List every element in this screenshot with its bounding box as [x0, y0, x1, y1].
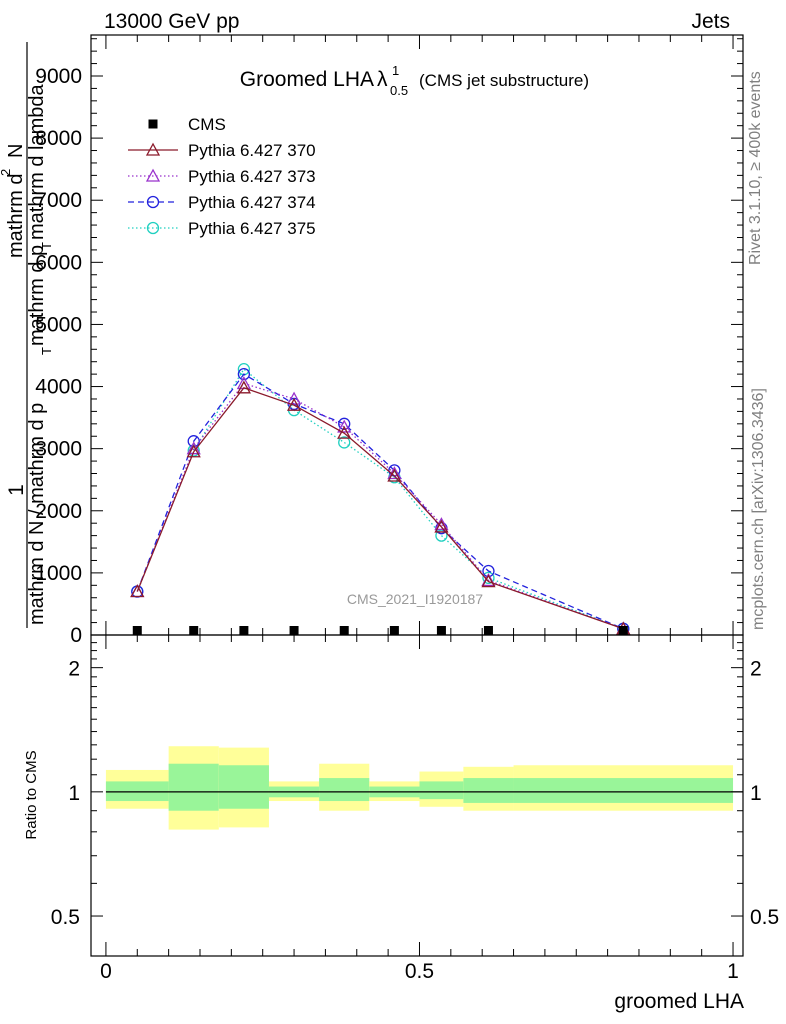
ratio-band-inner — [105, 781, 169, 802]
data-point — [286, 391, 302, 405]
ratio-xtick-label: 0.5 — [405, 960, 434, 983]
legend-label: Pythia 6.427 370 — [188, 141, 316, 160]
series-1 — [130, 380, 631, 635]
chart-title: Groomed LHA λ 1 0.5 (CMS jet substructur… — [240, 63, 589, 98]
legend-marker — [146, 221, 160, 235]
legend-entry: Pythia 6.427 374 — [128, 193, 316, 212]
watermark: CMS_2021_I1920187 — [347, 591, 483, 607]
main-ytick-label: 9000 — [35, 65, 82, 88]
series-line — [136, 387, 624, 630]
data-point — [482, 571, 495, 585]
ratio-band-inner — [463, 778, 514, 803]
main-ytick-label: 0 — [70, 624, 82, 647]
main-ytick-label: 4000 — [35, 376, 82, 399]
legend-entry: Pythia 6.427 375 — [128, 219, 316, 238]
y-axis-label: 1 mathrm d N / mathrm d p T mathrm d 2 N… — [0, 42, 54, 628]
main-ytick-label: 6000 — [35, 251, 82, 274]
main-ytick-label: 1000 — [35, 562, 82, 585]
ratio-ytick-label: 0.5 — [51, 906, 80, 929]
data-point — [618, 626, 628, 635]
ylabel-inner-n: N — [5, 144, 27, 158]
ratio-band-inner — [513, 778, 734, 803]
data-point — [236, 380, 251, 394]
main-panel: 0 1000 2000 3000 4000 5000 6000 7000 8000 9000 CM… — [0, 34, 744, 647]
legend-label: Pythia 6.427 374 — [188, 193, 316, 212]
legend: CMS Pythia 6.427 370 Pythia 6.427 373 Pythi… — [128, 115, 316, 238]
data-point — [387, 468, 402, 482]
data-point — [338, 417, 351, 430]
data-point — [436, 626, 446, 635]
legend-label: CMS — [188, 115, 226, 134]
title-superscript: 1 — [392, 63, 399, 78]
ylabel-denominator-a: mathrm d N / mathrm d p — [26, 403, 48, 625]
legend-marker — [148, 119, 158, 129]
mcplots-side-label: mcplots.cern.ch [arXiv:1306.3436] — [750, 388, 767, 630]
header-left-label: 13000 GeV pp — [104, 10, 239, 33]
ratio-ytick-label: 2 — [68, 658, 80, 681]
title-main: Groomed LHA — [240, 68, 374, 91]
ratio-band-inner — [168, 763, 219, 811]
title-symbol: λ — [377, 68, 388, 91]
ratio-band-inner — [419, 781, 464, 800]
ylabel-lower-b: mathrm d lambda — [26, 84, 48, 240]
main-ytick-label: 8000 — [35, 127, 82, 150]
data-point — [186, 444, 201, 458]
ratio-y-axis-label: Ratio to CMS — [23, 750, 40, 839]
main-ytick-label: 7000 — [35, 189, 82, 212]
header-right-label: Jets — [691, 10, 730, 33]
ratio-panel: 0.5 0.5 1 1 2 2 0 0.5 1 Ratio to CMS groomed LH… — [23, 634, 779, 1013]
ratio-ytick-label-right: 0.5 — [750, 906, 779, 929]
data-point — [337, 419, 352, 433]
series-line — [136, 368, 624, 630]
ylabel-lower-t: T — [39, 242, 54, 250]
main-ytick-label: 5000 — [35, 313, 82, 336]
data-point — [237, 367, 251, 381]
ratio-band-inner — [218, 765, 269, 809]
data-point — [189, 626, 199, 635]
series-0 — [132, 626, 628, 635]
data-point — [339, 626, 349, 635]
legend-entry: CMS — [148, 115, 226, 134]
ratio-ytick-label-right: 1 — [750, 782, 762, 805]
legend-entry: Pythia 6.427 370 — [128, 141, 316, 160]
legend-marker — [145, 142, 161, 156]
legend-marker — [145, 168, 161, 182]
legend-label: Pythia 6.427 375 — [188, 219, 316, 238]
ratio-frame — [90, 634, 744, 957]
ylabel-denominator-t: T — [39, 347, 54, 355]
ylabel-lower-a: mathrm d p — [26, 245, 48, 346]
data-point — [435, 529, 448, 542]
ratio-ytick-label-right: 2 — [750, 658, 762, 681]
title-subscript: 0.5 — [390, 83, 408, 98]
main-ytick-label: 2000 — [35, 500, 82, 523]
series-line — [136, 373, 624, 630]
legend-label: Pythia 6.427 373 — [188, 167, 316, 186]
ylabel-inner-numerator: mathrm d — [5, 174, 27, 258]
data-point — [286, 397, 302, 411]
ratio-ytick-label: 1 — [68, 782, 80, 805]
series-line — [136, 382, 624, 630]
legend-marker — [146, 195, 160, 209]
title-note: (CMS jet substructure) — [419, 71, 589, 90]
data-point — [337, 425, 352, 439]
main-ytick-label: 3000 — [35, 438, 82, 461]
data-point — [483, 626, 493, 635]
ylabel-numerator-one: 1 — [5, 484, 28, 496]
data-point — [239, 626, 249, 635]
ratio-xtick-label: 0 — [100, 960, 112, 983]
data-point — [338, 436, 351, 449]
data-point — [434, 519, 449, 533]
ratio-xtick-label: 1 — [727, 960, 739, 983]
legend-entry: Pythia 6.427 373 — [128, 167, 316, 186]
data-point — [481, 574, 496, 588]
data-point — [130, 584, 145, 598]
ylabel-inner-superscript: 2 — [0, 169, 13, 176]
x-axis-label: groomed LHA — [614, 990, 744, 1013]
rivet-side-label: Rivet 3.1.10, ≥ 400k events — [747, 71, 764, 265]
ratio-band-inner — [319, 778, 370, 802]
data-point — [389, 626, 399, 635]
